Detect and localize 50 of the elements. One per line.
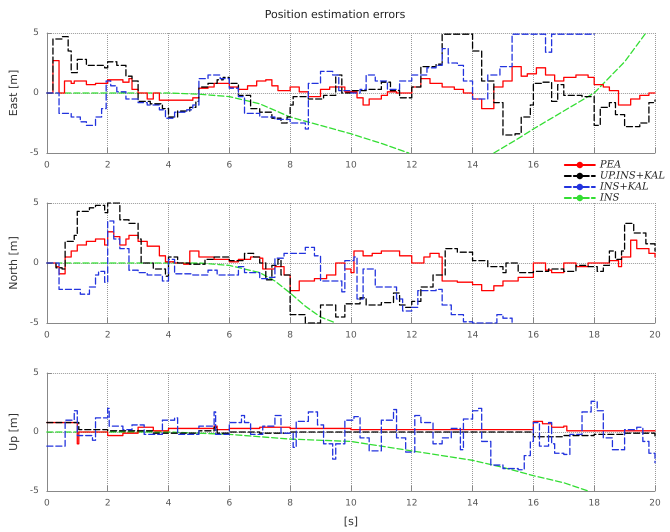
y-tick-label: -5 xyxy=(30,486,39,496)
x-tick-label: 6 xyxy=(226,160,232,170)
y-tick-label: -5 xyxy=(30,318,39,328)
x-tick-label: 20 xyxy=(649,330,661,340)
line-series xyxy=(46,431,589,492)
x-tick-label: 18 xyxy=(588,498,600,508)
x-tick-label: 12 xyxy=(406,160,418,170)
x-tick-label: 8 xyxy=(287,330,294,340)
y-axis-title: North [m] xyxy=(7,236,20,290)
legend-label: INS xyxy=(598,192,620,204)
x-tick-label: 14 xyxy=(466,160,479,170)
x-axis-title: [s] xyxy=(344,515,358,528)
x-tick-label: 6 xyxy=(226,498,232,508)
x-tick-label: 14 xyxy=(466,330,479,340)
chart-title: Position estimation errors xyxy=(264,8,406,21)
x-tick-label: 4 xyxy=(166,330,172,340)
x-tick-label: 2 xyxy=(104,498,111,508)
x-tick-label: 8 xyxy=(287,498,294,508)
x-tick-label: 16 xyxy=(528,330,540,340)
y-tick-label: 0 xyxy=(33,258,40,268)
x-tick-label: 10 xyxy=(345,330,357,340)
x-tick-label: 10 xyxy=(345,160,357,170)
x-tick-label: 12 xyxy=(406,330,418,340)
y-tick-label: 5 xyxy=(33,28,39,38)
x-tick-label: 0 xyxy=(44,160,50,170)
x-tick-label: 16 xyxy=(528,498,540,508)
x-tick-label: 4 xyxy=(166,498,172,508)
legend-label: INS+KAL xyxy=(598,182,650,192)
y-tick-label: 0 xyxy=(33,427,40,437)
y-axis-title: East [m] xyxy=(7,70,20,116)
x-tick-label: 20 xyxy=(649,498,661,508)
y-tick-label: -5 xyxy=(30,148,39,158)
x-tick-label: 0 xyxy=(44,330,50,340)
x-tick-label: 6 xyxy=(226,330,232,340)
x-tick-label: 18 xyxy=(588,330,600,340)
y-tick-label: 5 xyxy=(33,368,39,378)
x-tick-label: 10 xyxy=(345,498,357,508)
y-axis-title: Up [m] xyxy=(7,413,20,451)
x-tick-label: 4 xyxy=(166,160,172,170)
x-tick-label: 12 xyxy=(406,498,418,508)
legend-label: PEA xyxy=(598,160,622,170)
x-tick-label: 14 xyxy=(466,498,479,508)
x-tick-label: 0 xyxy=(44,498,50,508)
x-tick-label: 2 xyxy=(104,160,111,170)
y-tick-label: 0 xyxy=(33,88,40,98)
x-tick-label: 16 xyxy=(528,160,540,170)
y-tick-label: 5 xyxy=(33,198,39,208)
x-tick-label: 8 xyxy=(287,160,294,170)
legend-label: UP.INS+KAL xyxy=(600,170,666,182)
x-tick-label: 2 xyxy=(104,330,111,340)
